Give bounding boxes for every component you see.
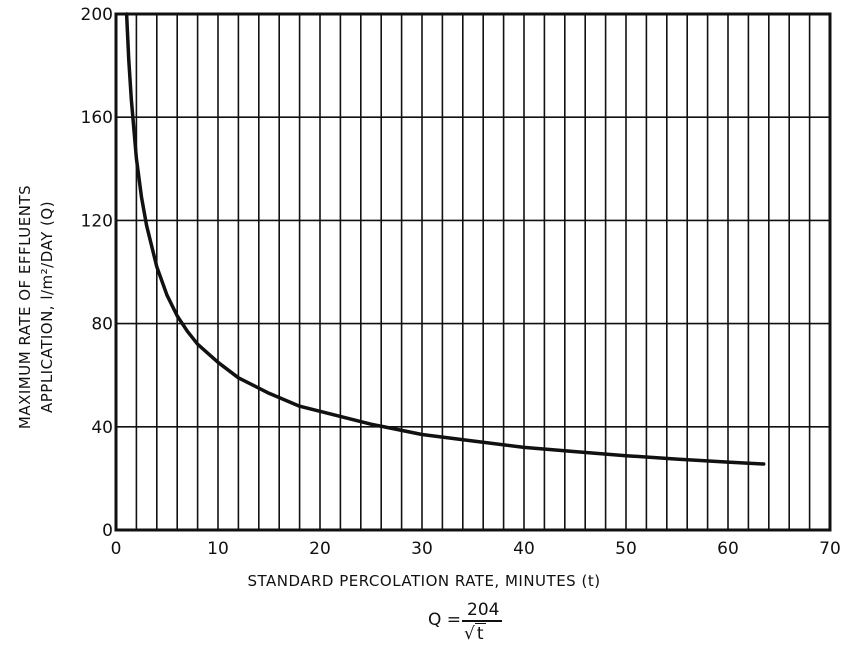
x-tick-label: 70 <box>819 539 841 559</box>
x-axis-label: STANDARD PERCOLATION RATE, MINUTES (t) <box>247 572 600 590</box>
plot-border <box>114 12 832 532</box>
plot-frame <box>114 12 832 532</box>
x-tick-label: 30 <box>411 539 433 559</box>
x-tick-label: 40 <box>513 539 535 559</box>
formula-denominator: √ t <box>464 623 486 644</box>
x-tick-label: 60 <box>717 539 739 559</box>
y-axis-label-line1: MAXIMUM RATE OF EFFLUENTS <box>16 185 34 429</box>
formula-lhs: Q = <box>428 610 462 630</box>
y-tick-label: 200 <box>81 5 113 25</box>
formula-numerator: 204 <box>467 600 500 620</box>
x-tick-label: 50 <box>615 539 637 559</box>
y-tick-label: 80 <box>91 315 113 335</box>
y-axis-label-line2: APPLICATION, l/m²/DAY (Q) <box>38 201 56 413</box>
y-tick-label: 120 <box>81 211 113 231</box>
x-tick-label: 0 <box>111 539 122 559</box>
series <box>124 12 766 466</box>
y-tick-label: 40 <box>91 418 113 438</box>
formula: Q = 204 √ t <box>0 600 852 650</box>
formula-variable: t <box>474 623 486 644</box>
series-line <box>124 12 766 466</box>
chart: 0 10 20 30 40 50 60 70 0 40 80 120 160 200 STANDARD … <box>16 5 841 590</box>
y-tick-label: 0 <box>102 521 113 541</box>
x-tick-labels: 0 10 20 30 40 50 60 70 <box>111 539 841 559</box>
grid <box>116 14 830 530</box>
x-tick-label: 20 <box>309 539 331 559</box>
radical-sign: √ <box>464 624 475 644</box>
formula-fraction-bar <box>462 620 502 622</box>
y-tick-label: 160 <box>81 108 113 128</box>
y-tick-labels: 0 40 80 120 160 200 <box>81 5 113 541</box>
x-tick-label: 10 <box>207 539 229 559</box>
